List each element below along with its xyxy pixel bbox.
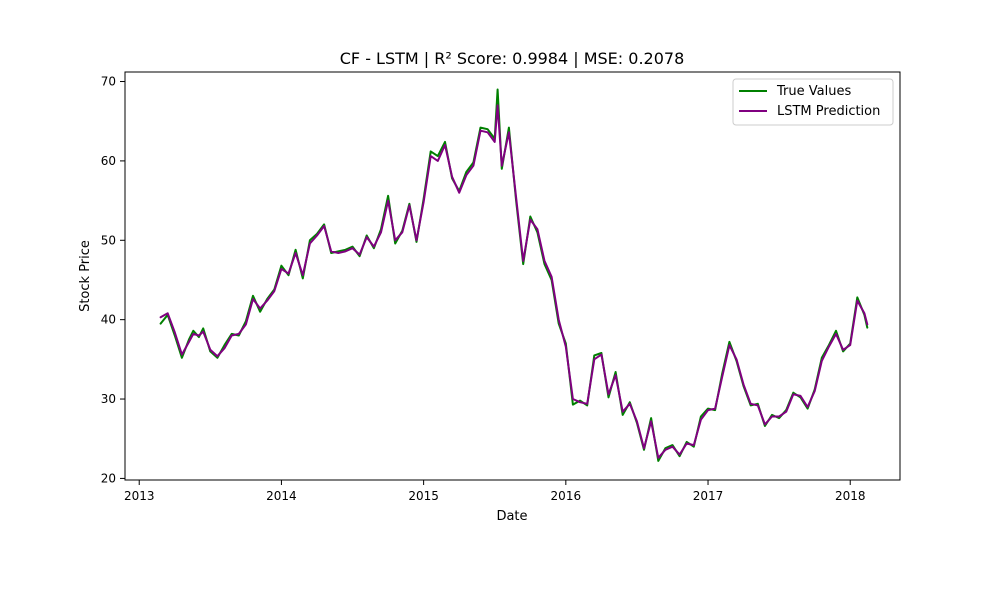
series-line-true-values <box>159 88 869 462</box>
y-tick-label: 70 <box>101 75 116 89</box>
x-tick-label: 2015 <box>408 489 439 503</box>
chart-title: CF - LSTM | R² Score: 0.9984 | MSE: 0.20… <box>340 49 685 68</box>
y-tick-label: 30 <box>101 392 116 406</box>
x-tick-label: 2014 <box>266 489 297 503</box>
y-tick-label: 60 <box>101 154 116 168</box>
x-tick-label: 2016 <box>551 489 582 503</box>
x-tick-label: 2018 <box>835 489 866 503</box>
y-tick-label: 20 <box>101 471 116 485</box>
x-axis-label: Date <box>496 509 527 524</box>
series-line-lstm-prediction <box>159 104 869 459</box>
plot-frame <box>124 71 901 481</box>
y-axis-label: Stock Price <box>78 240 93 312</box>
legend-box <box>732 78 894 126</box>
x-tick-label: 2013 <box>124 489 155 503</box>
x-tick-label: 2017 <box>693 489 724 503</box>
plot-area: 2013 2014 2015 2016 2017 2018 20 30 40 50 60 70 <box>101 71 901 503</box>
legend-label-true-values: True Values <box>776 84 851 99</box>
y-tick-label: 40 <box>101 313 116 327</box>
legend: True Values LSTM Prediction <box>732 78 894 126</box>
y-tick-label: 50 <box>101 233 116 247</box>
legend-label-lstm-prediction: LSTM Prediction <box>777 104 880 119</box>
